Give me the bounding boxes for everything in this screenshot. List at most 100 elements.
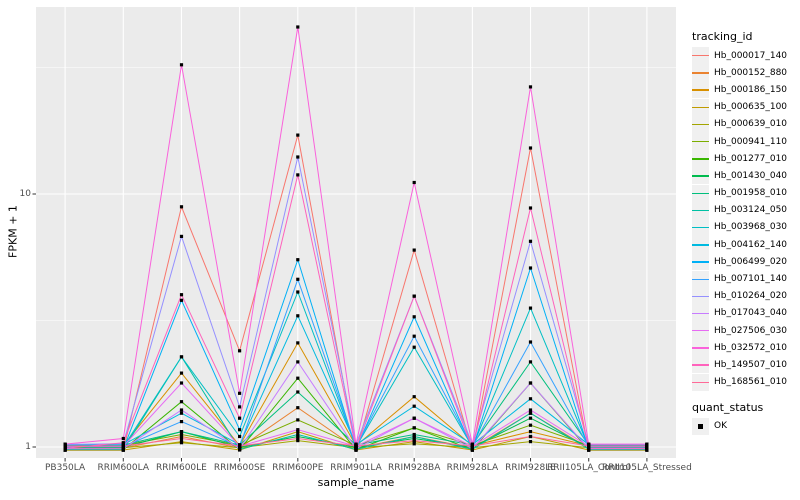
legend-item: Hb_003968_030 xyxy=(692,218,800,236)
data-point xyxy=(296,25,300,29)
data-point xyxy=(296,428,300,432)
legend-key xyxy=(692,304,709,322)
data-point xyxy=(296,390,300,394)
data-point xyxy=(528,239,533,243)
legend-item-ok: OK xyxy=(692,417,800,435)
legend-item: Hb_027506_030 xyxy=(692,322,800,340)
data-point xyxy=(296,436,300,441)
legend-item: Hb_010264_020 xyxy=(692,287,800,305)
x-tick-label: RRIM600LE xyxy=(156,463,207,473)
legend-line-sample xyxy=(692,244,709,246)
data-point xyxy=(528,206,533,210)
legend-item: Hb_000635_100 xyxy=(692,98,800,116)
legend-line-sample xyxy=(692,158,709,160)
data-point xyxy=(238,416,242,420)
data-point xyxy=(412,248,416,252)
legend-item: Hb_007101_140 xyxy=(692,270,800,288)
data-point xyxy=(296,432,300,437)
data-point xyxy=(528,416,533,420)
legend-item: Hb_003124_050 xyxy=(692,201,800,219)
data-point xyxy=(296,341,300,345)
y-tick-label: 1 xyxy=(25,441,31,452)
data-point xyxy=(528,440,533,444)
data-point xyxy=(238,349,242,353)
x-tick-label: RRIM600LA xyxy=(97,463,150,473)
legend-line-sample xyxy=(692,141,709,143)
data-point xyxy=(63,442,67,446)
data-point xyxy=(412,426,416,430)
data-point xyxy=(645,442,649,446)
legend-line-sample xyxy=(692,312,709,315)
data-point xyxy=(179,436,184,441)
legend-item: Hb_001958_010 xyxy=(692,184,800,202)
data-point xyxy=(179,205,184,209)
data-point xyxy=(63,446,67,450)
data-point xyxy=(412,434,416,439)
data-point xyxy=(412,395,416,399)
data-point xyxy=(412,416,416,420)
data-point xyxy=(528,434,533,439)
legend-line-sample xyxy=(692,175,709,177)
legend-line-sample xyxy=(692,381,709,384)
legend-item-label: Hb_003124_050 xyxy=(714,205,788,216)
legend-key xyxy=(692,356,709,374)
data-point xyxy=(354,442,358,446)
y-axis-title: FPKM + 1 xyxy=(6,205,20,258)
legend-item-label: Hb_000152_880 xyxy=(714,67,788,78)
data-point xyxy=(296,155,300,159)
legend-line-sample xyxy=(692,364,709,366)
data-point xyxy=(296,133,300,137)
data-point xyxy=(412,334,416,338)
x-tick-label: RRIM901LA xyxy=(330,463,382,473)
legend-item: Hb_017043_040 xyxy=(692,304,800,322)
legend-item-label: Hb_001958_010 xyxy=(714,188,788,199)
data-point xyxy=(179,408,184,412)
legend-item: Hb_004162_140 xyxy=(692,236,800,254)
legend-key xyxy=(692,270,709,288)
data-point xyxy=(528,306,533,310)
legend-key xyxy=(692,373,709,391)
legend-item: Hb_000941_110 xyxy=(692,133,800,151)
data-point xyxy=(528,411,533,415)
data-point xyxy=(470,444,474,448)
data-point xyxy=(587,446,591,450)
data-point xyxy=(179,400,184,404)
legend-line-sample xyxy=(692,330,709,332)
legend-item: Hb_000152_880 xyxy=(692,64,800,82)
legend: tracking_id Hb_000017_140 Hb_000152_880 Hb… xyxy=(692,30,800,435)
data-point xyxy=(528,408,533,412)
data-point xyxy=(121,444,125,448)
legend-item-label: Hb_003968_030 xyxy=(714,222,788,233)
legend-item: Hb_149507_010 xyxy=(692,356,800,374)
data-point xyxy=(296,314,300,318)
data-point xyxy=(296,418,300,422)
x-tick-label: RRIM928BA xyxy=(387,463,441,473)
x-tick-label: RRIM928LE xyxy=(505,463,556,473)
data-point xyxy=(354,446,358,450)
data-point xyxy=(528,146,533,150)
legend-title-quant-status: quant_status xyxy=(692,400,764,414)
data-point xyxy=(238,444,242,448)
legend-key xyxy=(692,133,709,151)
data-point xyxy=(179,234,184,238)
data-point xyxy=(296,439,300,443)
data-point xyxy=(645,444,649,448)
data-point xyxy=(470,442,474,446)
legend-item: Hb_006499_020 xyxy=(692,253,800,271)
data-point xyxy=(528,381,533,385)
data-point xyxy=(587,444,591,448)
x-tick-label: RRIM928LA xyxy=(446,463,499,473)
data-point xyxy=(412,315,416,319)
legend-line-sample xyxy=(692,72,709,74)
legend-item: Hb_000017_140 xyxy=(692,47,800,65)
data-point xyxy=(238,391,242,395)
legend-item: Hb_168561_010 xyxy=(692,373,800,391)
legend-title-tracking-id: tracking_id xyxy=(692,30,753,43)
legend-item-label: Hb_001430_040 xyxy=(714,170,788,181)
legend-key xyxy=(692,339,709,357)
legend-key xyxy=(692,184,709,202)
data-point xyxy=(354,444,358,448)
data-point xyxy=(296,290,300,294)
legend-item: Hb_000186_150 xyxy=(692,81,800,99)
data-point xyxy=(296,434,300,439)
